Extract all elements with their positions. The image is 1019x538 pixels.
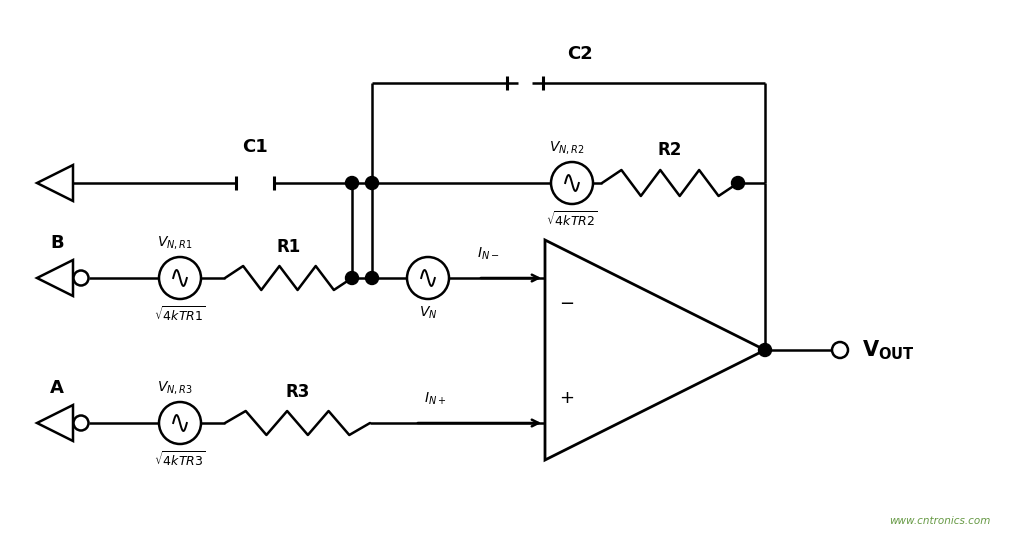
Text: A: A xyxy=(50,379,64,397)
Circle shape xyxy=(550,162,592,204)
Text: B: B xyxy=(50,234,64,252)
Circle shape xyxy=(365,272,378,285)
Polygon shape xyxy=(37,405,73,441)
Circle shape xyxy=(365,176,378,189)
Text: $V_{N,R3}$: $V_{N,R3}$ xyxy=(157,379,193,396)
Text: $\sqrt{4kTR2}$: $\sqrt{4kTR2}$ xyxy=(545,210,597,229)
Circle shape xyxy=(731,176,744,189)
Polygon shape xyxy=(37,260,73,296)
Text: $V_{N,R2}$: $V_{N,R2}$ xyxy=(548,139,584,156)
Circle shape xyxy=(73,271,89,286)
Text: $V_{N,R1}$: $V_{N,R1}$ xyxy=(157,234,193,251)
Text: R1: R1 xyxy=(276,238,301,256)
Text: R2: R2 xyxy=(657,141,682,159)
Circle shape xyxy=(832,342,847,358)
Text: $\sqrt{4kTR3}$: $\sqrt{4kTR3}$ xyxy=(154,450,206,469)
Text: $\sqrt{4kTR1}$: $\sqrt{4kTR1}$ xyxy=(154,305,206,324)
Text: R3: R3 xyxy=(285,383,310,401)
Text: $V_N$: $V_N$ xyxy=(419,305,437,321)
Circle shape xyxy=(73,415,89,430)
Text: $+$: $+$ xyxy=(558,389,574,407)
Circle shape xyxy=(345,176,358,189)
Circle shape xyxy=(345,272,358,285)
Circle shape xyxy=(159,402,201,444)
Text: $I_{N+}$: $I_{N+}$ xyxy=(424,391,445,407)
Text: C2: C2 xyxy=(567,45,592,63)
Text: www.cntronics.com: www.cntronics.com xyxy=(888,516,989,526)
Text: C1: C1 xyxy=(242,138,268,156)
Circle shape xyxy=(159,257,201,299)
Circle shape xyxy=(407,257,448,299)
Text: $\mathbf{V_{OUT}}$: $\mathbf{V_{OUT}}$ xyxy=(861,338,914,362)
Polygon shape xyxy=(544,240,764,460)
Circle shape xyxy=(758,343,770,357)
Text: $-$: $-$ xyxy=(558,293,574,311)
Polygon shape xyxy=(37,165,73,201)
Text: $I_{N-}$: $I_{N-}$ xyxy=(476,246,498,262)
